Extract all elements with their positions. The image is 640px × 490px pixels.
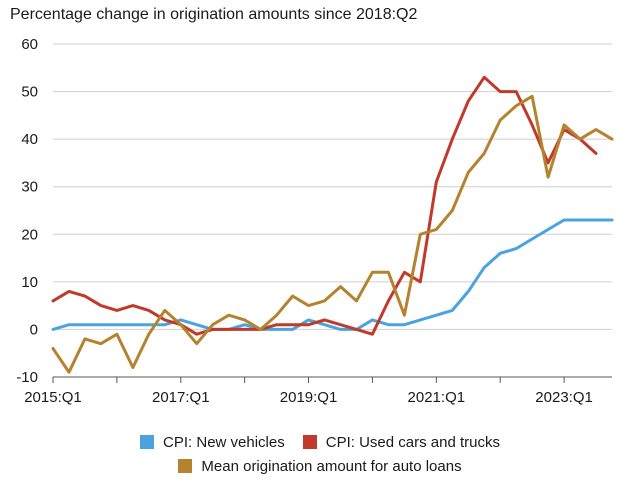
legend-label-used-cars: CPI: Used cars and trucks xyxy=(325,433,500,451)
legend: CPI: New vehicles CPI: Used cars and tru… xyxy=(0,430,640,478)
x-tick-label: 2021:Q1 xyxy=(408,389,466,406)
legend-label-new-vehicles: CPI: New vehicles xyxy=(163,433,285,451)
x-tick-label: 2015:Q1 xyxy=(24,389,82,406)
y-tick-label: 10 xyxy=(21,274,38,291)
x-tick-label: 2019:Q1 xyxy=(280,389,338,406)
series-line-new-vehicles xyxy=(51,218,614,331)
legend-item-used-cars: CPI: Used cars and trucks xyxy=(302,433,500,451)
y-tick-label: 20 xyxy=(21,226,38,243)
y-tick-label: 30 xyxy=(21,179,38,196)
chart-title: Percentage change in origination amounts… xyxy=(10,6,418,23)
series-lines xyxy=(51,75,614,374)
x-tick-label: 2023:Q1 xyxy=(535,389,593,406)
y-tick-label: 40 xyxy=(21,131,38,148)
legend-swatch-used-cars xyxy=(302,435,317,449)
y-tick-label: 50 xyxy=(21,84,38,101)
x-tick-label: 2017:Q1 xyxy=(152,389,210,406)
legend-label-origination-amount: Mean origination amount for auto loans xyxy=(201,457,462,475)
x-axis xyxy=(52,377,565,383)
y-tick-label: 60 xyxy=(21,36,38,53)
legend-item-new-vehicles: CPI: New vehicles xyxy=(140,434,285,451)
y-axis-tick-labels: 60 50 40 30 20 10 0 -10 xyxy=(16,36,38,386)
gridlines xyxy=(53,43,612,378)
legend-swatch-new-vehicles xyxy=(140,435,155,449)
legend-swatch-origination-amount xyxy=(178,459,193,473)
legend-item-origination-amount: Mean origination amount for auto loans xyxy=(178,457,462,475)
x-axis-tick-labels: 2015:Q1 2017:Q1 2019:Q1 2021:Q1 2023:Q1 xyxy=(24,389,593,406)
y-tick-label: 0 xyxy=(30,321,38,338)
series-line-origination-amount xyxy=(51,94,614,374)
y-tick-label: -10 xyxy=(16,369,38,386)
series-line-used-cars xyxy=(51,75,598,336)
